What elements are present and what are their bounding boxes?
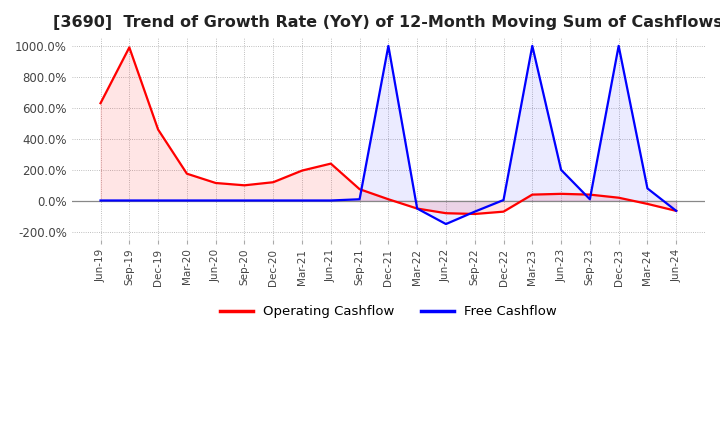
- Free Cashflow: [672, 208, 680, 213]
- Operating Cashflow: [384, 197, 392, 202]
- Operating Cashflow: [614, 195, 623, 200]
- Operating Cashflow: [183, 171, 192, 176]
- Operating Cashflow: [96, 101, 105, 106]
- Operating Cashflow: [269, 180, 277, 185]
- Title: [3690]  Trend of Growth Rate (YoY) of 12-Month Moving Sum of Cashflows: [3690] Trend of Growth Rate (YoY) of 12-…: [53, 15, 720, 30]
- Operating Cashflow: [585, 192, 594, 197]
- Legend: Operating Cashflow, Free Cashflow: Operating Cashflow, Free Cashflow: [215, 300, 562, 323]
- Free Cashflow: [297, 198, 306, 203]
- Operating Cashflow: [355, 187, 364, 192]
- Operating Cashflow: [413, 206, 421, 211]
- Free Cashflow: [557, 167, 565, 172]
- Free Cashflow: [326, 198, 335, 203]
- Line: Free Cashflow: Free Cashflow: [101, 46, 676, 224]
- Free Cashflow: [355, 197, 364, 202]
- Operating Cashflow: [441, 211, 450, 216]
- Free Cashflow: [470, 209, 479, 214]
- Operating Cashflow: [240, 183, 249, 188]
- Free Cashflow: [614, 43, 623, 48]
- Operating Cashflow: [557, 191, 565, 197]
- Free Cashflow: [212, 198, 220, 203]
- Operating Cashflow: [672, 208, 680, 213]
- Free Cashflow: [413, 206, 421, 211]
- Operating Cashflow: [528, 192, 536, 197]
- Line: Operating Cashflow: Operating Cashflow: [101, 48, 676, 214]
- Operating Cashflow: [125, 45, 134, 50]
- Free Cashflow: [183, 198, 192, 203]
- Operating Cashflow: [470, 211, 479, 216]
- Free Cashflow: [499, 198, 508, 203]
- Operating Cashflow: [212, 180, 220, 186]
- Free Cashflow: [585, 197, 594, 202]
- Operating Cashflow: [154, 127, 163, 132]
- Operating Cashflow: [643, 201, 652, 206]
- Free Cashflow: [643, 186, 652, 191]
- Free Cashflow: [240, 198, 249, 203]
- Free Cashflow: [154, 198, 163, 203]
- Free Cashflow: [269, 198, 277, 203]
- Free Cashflow: [441, 221, 450, 227]
- Free Cashflow: [528, 43, 536, 48]
- Operating Cashflow: [326, 161, 335, 166]
- Free Cashflow: [96, 198, 105, 203]
- Free Cashflow: [125, 198, 134, 203]
- Free Cashflow: [384, 43, 392, 48]
- Operating Cashflow: [499, 209, 508, 214]
- Operating Cashflow: [297, 168, 306, 173]
